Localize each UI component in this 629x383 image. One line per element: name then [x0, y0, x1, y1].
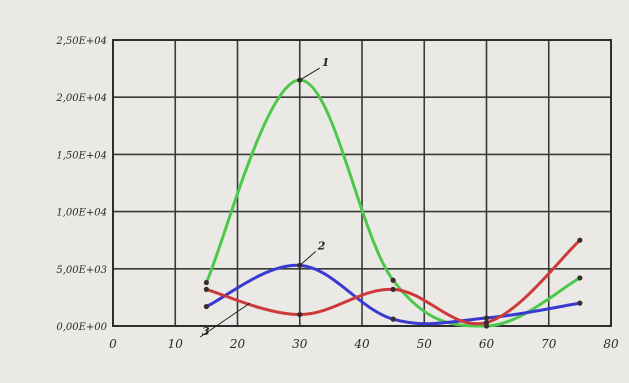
series-2-point: [483, 315, 490, 321]
series-2-point: [577, 300, 583, 306]
y-tick-label: 5,00E+03: [56, 265, 107, 276]
y-tick-label: 1,00E+04: [56, 208, 107, 219]
x-tick-label: 40: [353, 337, 370, 351]
y-tick-label: 2,50E+04: [55, 36, 107, 47]
x-tick-label: 50: [417, 337, 433, 351]
y-tick-label: 0,00E+00: [56, 322, 107, 333]
y-tick-label: 1,50E+04: [56, 150, 107, 161]
series-1-tag: 1: [322, 56, 330, 69]
series-2-tag: 2: [317, 239, 326, 252]
series-2-leader: [299, 250, 317, 266]
x-tick-label: 0: [109, 337, 117, 351]
series-3-point: [390, 286, 396, 292]
x-tick-label: 10: [168, 337, 184, 351]
series-3-leader: [199, 302, 251, 338]
series-1-point: [577, 275, 583, 281]
series-lines: [203, 77, 583, 329]
y-tick-label: 2,00E+04: [55, 93, 107, 104]
series-tags: 1 2 3: [199, 56, 330, 338]
series-3-point: [203, 286, 209, 292]
x-tick-label: 60: [479, 337, 495, 351]
series-2-point: [390, 316, 396, 322]
series-3-point: [297, 311, 303, 318]
y-axis-ticks: 0,00E+00 5,00E+03 1,00E+04 1,50E+04 2,00E+04…: [55, 36, 107, 333]
x-tick-label: 70: [541, 337, 557, 351]
series-3-point: [577, 237, 583, 243]
series-line-1: [204, 78, 582, 328]
series-2-point: [203, 303, 209, 310]
x-tick-label: 80: [603, 337, 619, 351]
grid: [113, 40, 611, 326]
x-tick-label: 20: [229, 337, 246, 351]
plot-frame: [112, 39, 612, 327]
series-1-leader: [299, 67, 321, 81]
x-axis-ticks: 0 10 20 30 40 50 60 70 80: [109, 337, 619, 351]
series-3-tag: 3: [202, 325, 210, 338]
series-1-point: [203, 279, 209, 286]
series-1-point: [390, 277, 396, 283]
x-tick-label: 30: [292, 337, 308, 351]
series-3-point: [483, 319, 490, 326]
